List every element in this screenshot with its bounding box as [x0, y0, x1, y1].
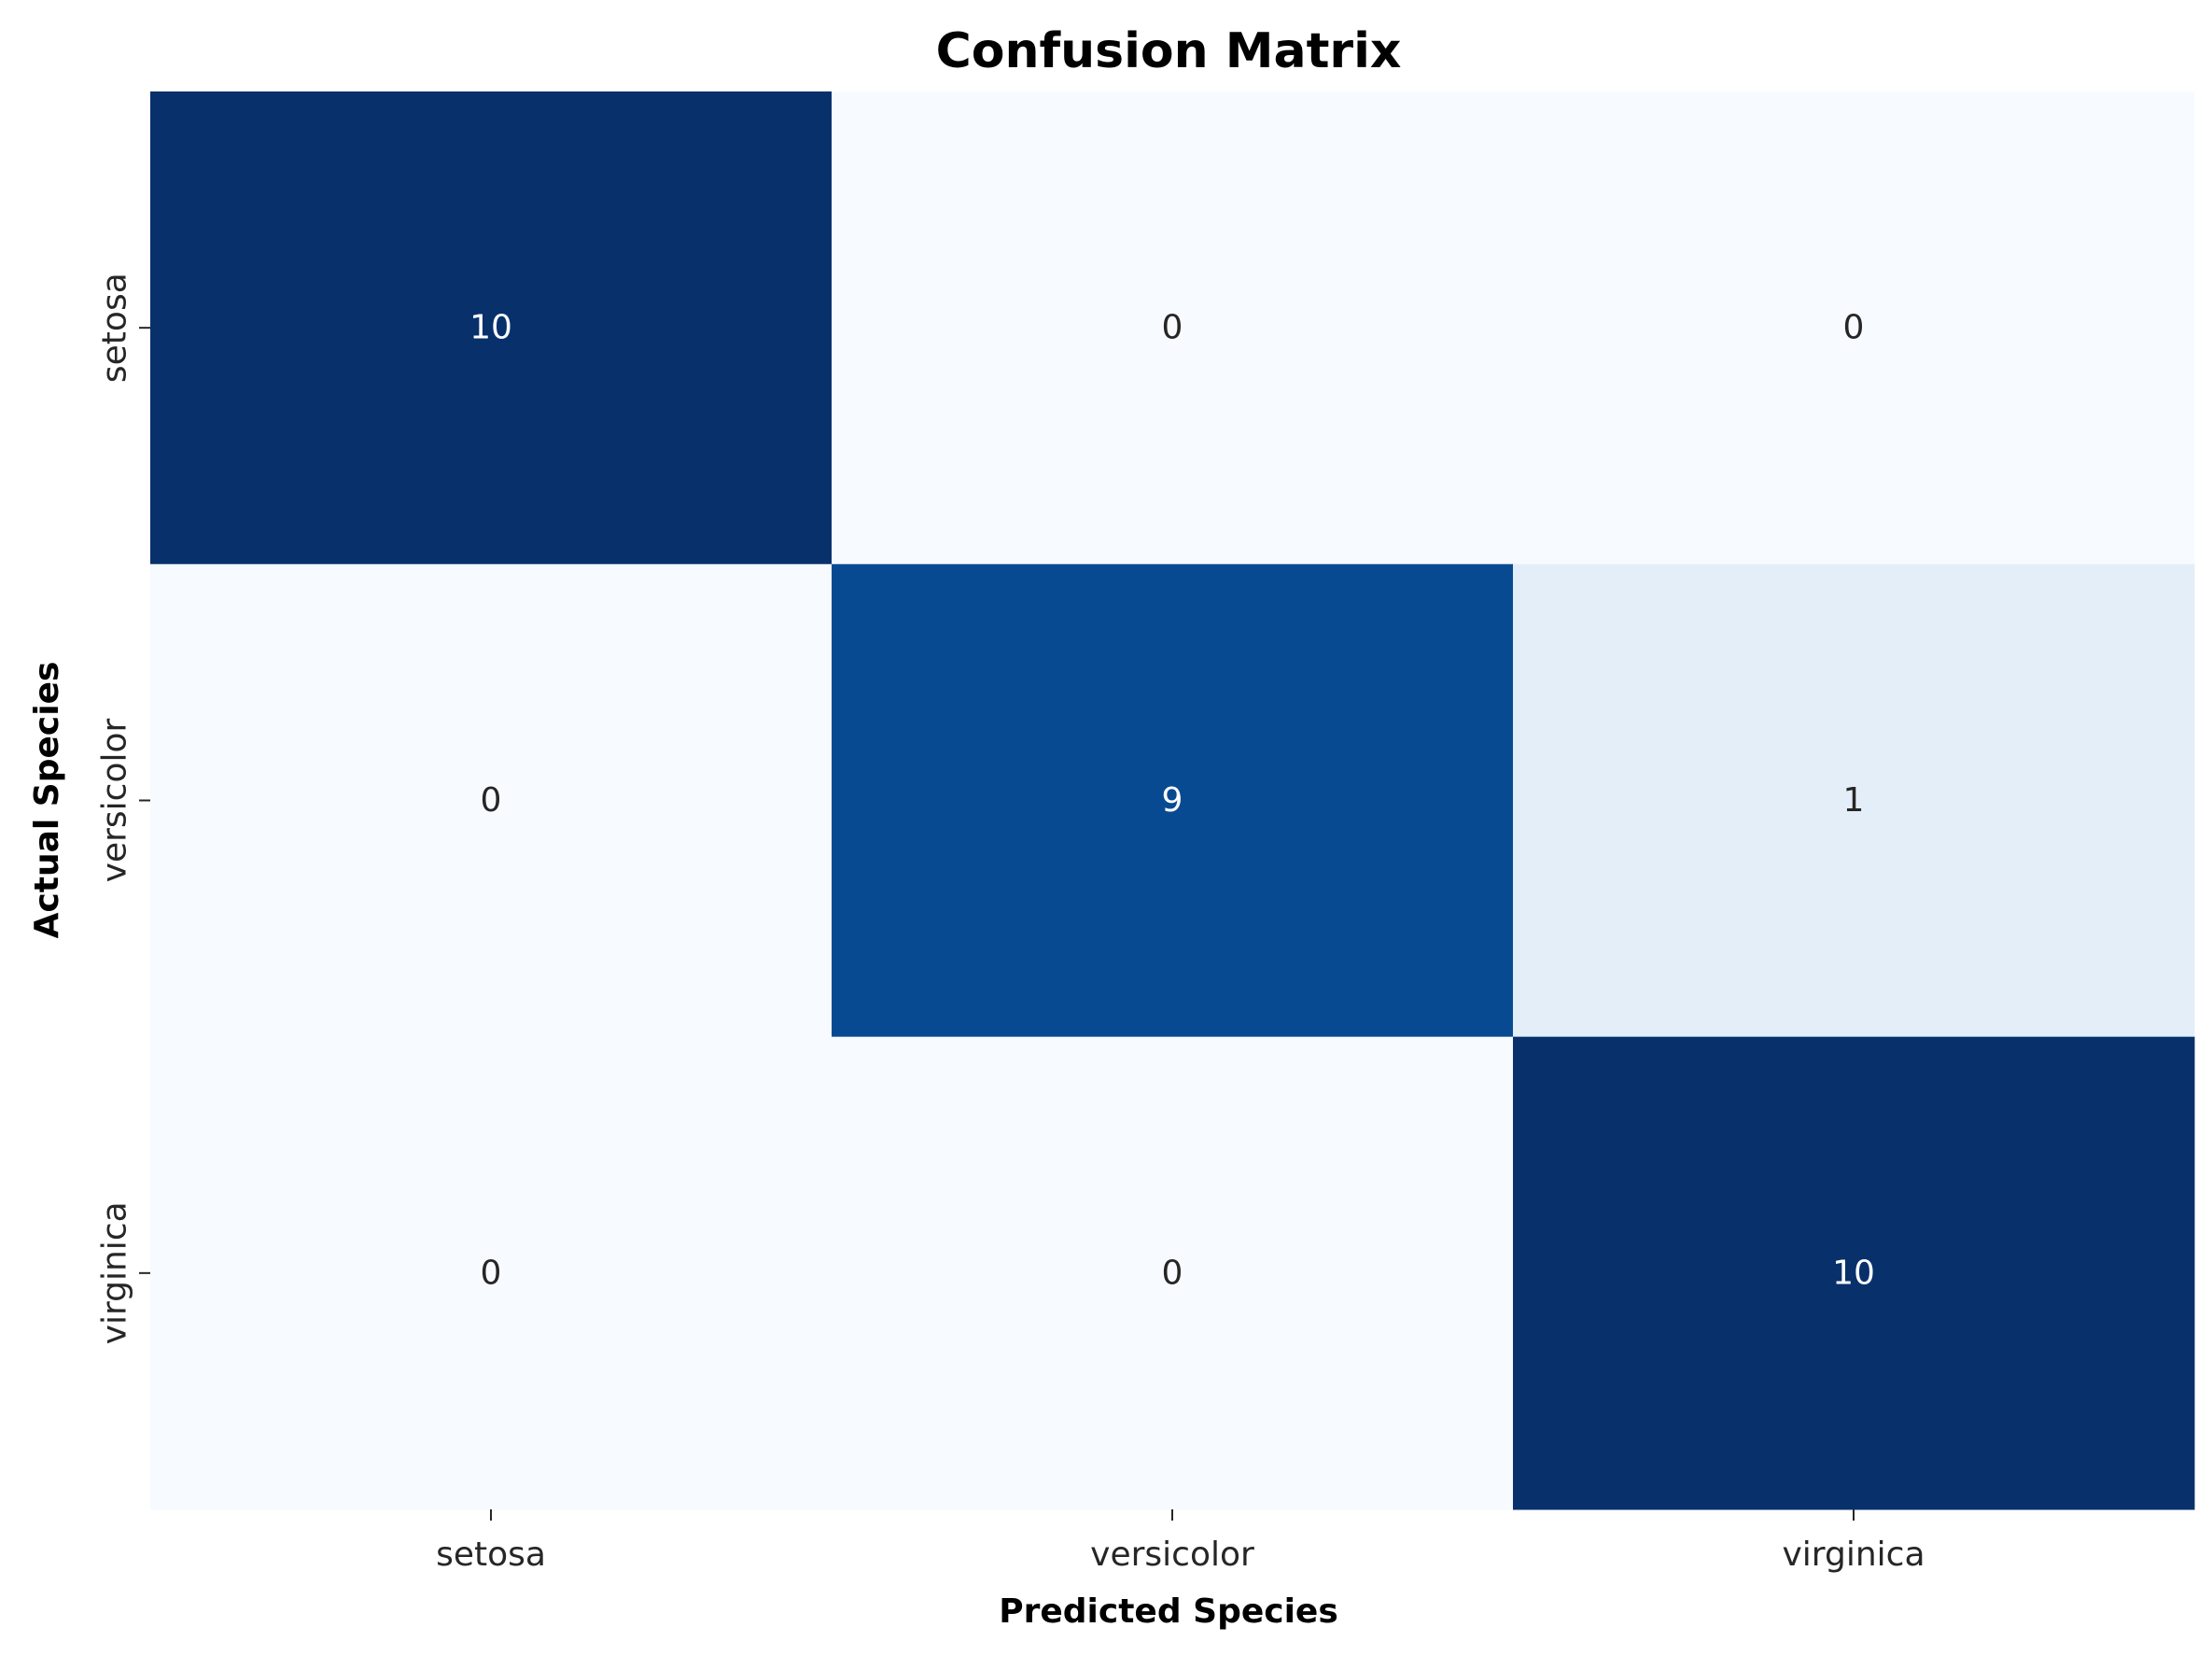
x-tick-label-setosa: setosa [436, 1536, 546, 1574]
x-axis-label: Predicted Species [999, 1592, 1338, 1631]
heatmap-cell-versicolor-setosa [150, 564, 833, 1038]
heatmap-cells [150, 91, 2195, 1510]
heatmap-cell-setosa-versicolor [832, 91, 1514, 565]
x-tick-label-virginica: virginica [1783, 1536, 1925, 1574]
cell-value-virginica-virginica: 10 [1832, 1254, 1875, 1292]
cell-value-versicolor-virginica: 1 [1843, 781, 1865, 820]
heatmap-cell-setosa-setosa [150, 91, 833, 565]
y-tick-label-setosa: setosa [96, 273, 134, 383]
y-axis-ticks: setosa versicolor virginica [96, 273, 150, 1344]
heatmap-cell-versicolor-versicolor [832, 564, 1514, 1038]
heatmap-cell-virginica-setosa [150, 1036, 833, 1510]
cell-value-versicolor-setosa: 0 [481, 781, 502, 820]
y-tick-label-virginica: virginica [96, 1201, 134, 1344]
y-axis-label: Actual Species [28, 662, 66, 939]
heatmap-cell-versicolor-virginica [1513, 564, 2195, 1038]
cell-value-virginica-versicolor: 0 [1162, 1254, 1183, 1292]
heatmap-cell-virginica-virginica [1513, 1036, 2195, 1510]
x-axis-ticks: setosa versicolor virginica [436, 1509, 1925, 1574]
heatmap-cell-setosa-virginica [1513, 91, 2195, 565]
cell-value-setosa-virginica: 0 [1843, 309, 1865, 347]
cell-value-virginica-setosa: 0 [481, 1254, 502, 1292]
cell-annotations: 10 0 00 9 10 0 10 [469, 309, 1875, 1293]
cell-value-setosa-setosa: 10 [469, 309, 512, 347]
heatmap-cell-virginica-versicolor [832, 1036, 1514, 1510]
y-tick-label-versicolor: versicolor [96, 718, 134, 882]
cell-value-setosa-versicolor: 0 [1162, 309, 1183, 347]
cell-value-versicolor-versicolor: 9 [1162, 781, 1183, 820]
x-tick-label-versicolor: versicolor [1090, 1536, 1254, 1574]
chart-title: Confusion Matrix [936, 23, 1402, 79]
